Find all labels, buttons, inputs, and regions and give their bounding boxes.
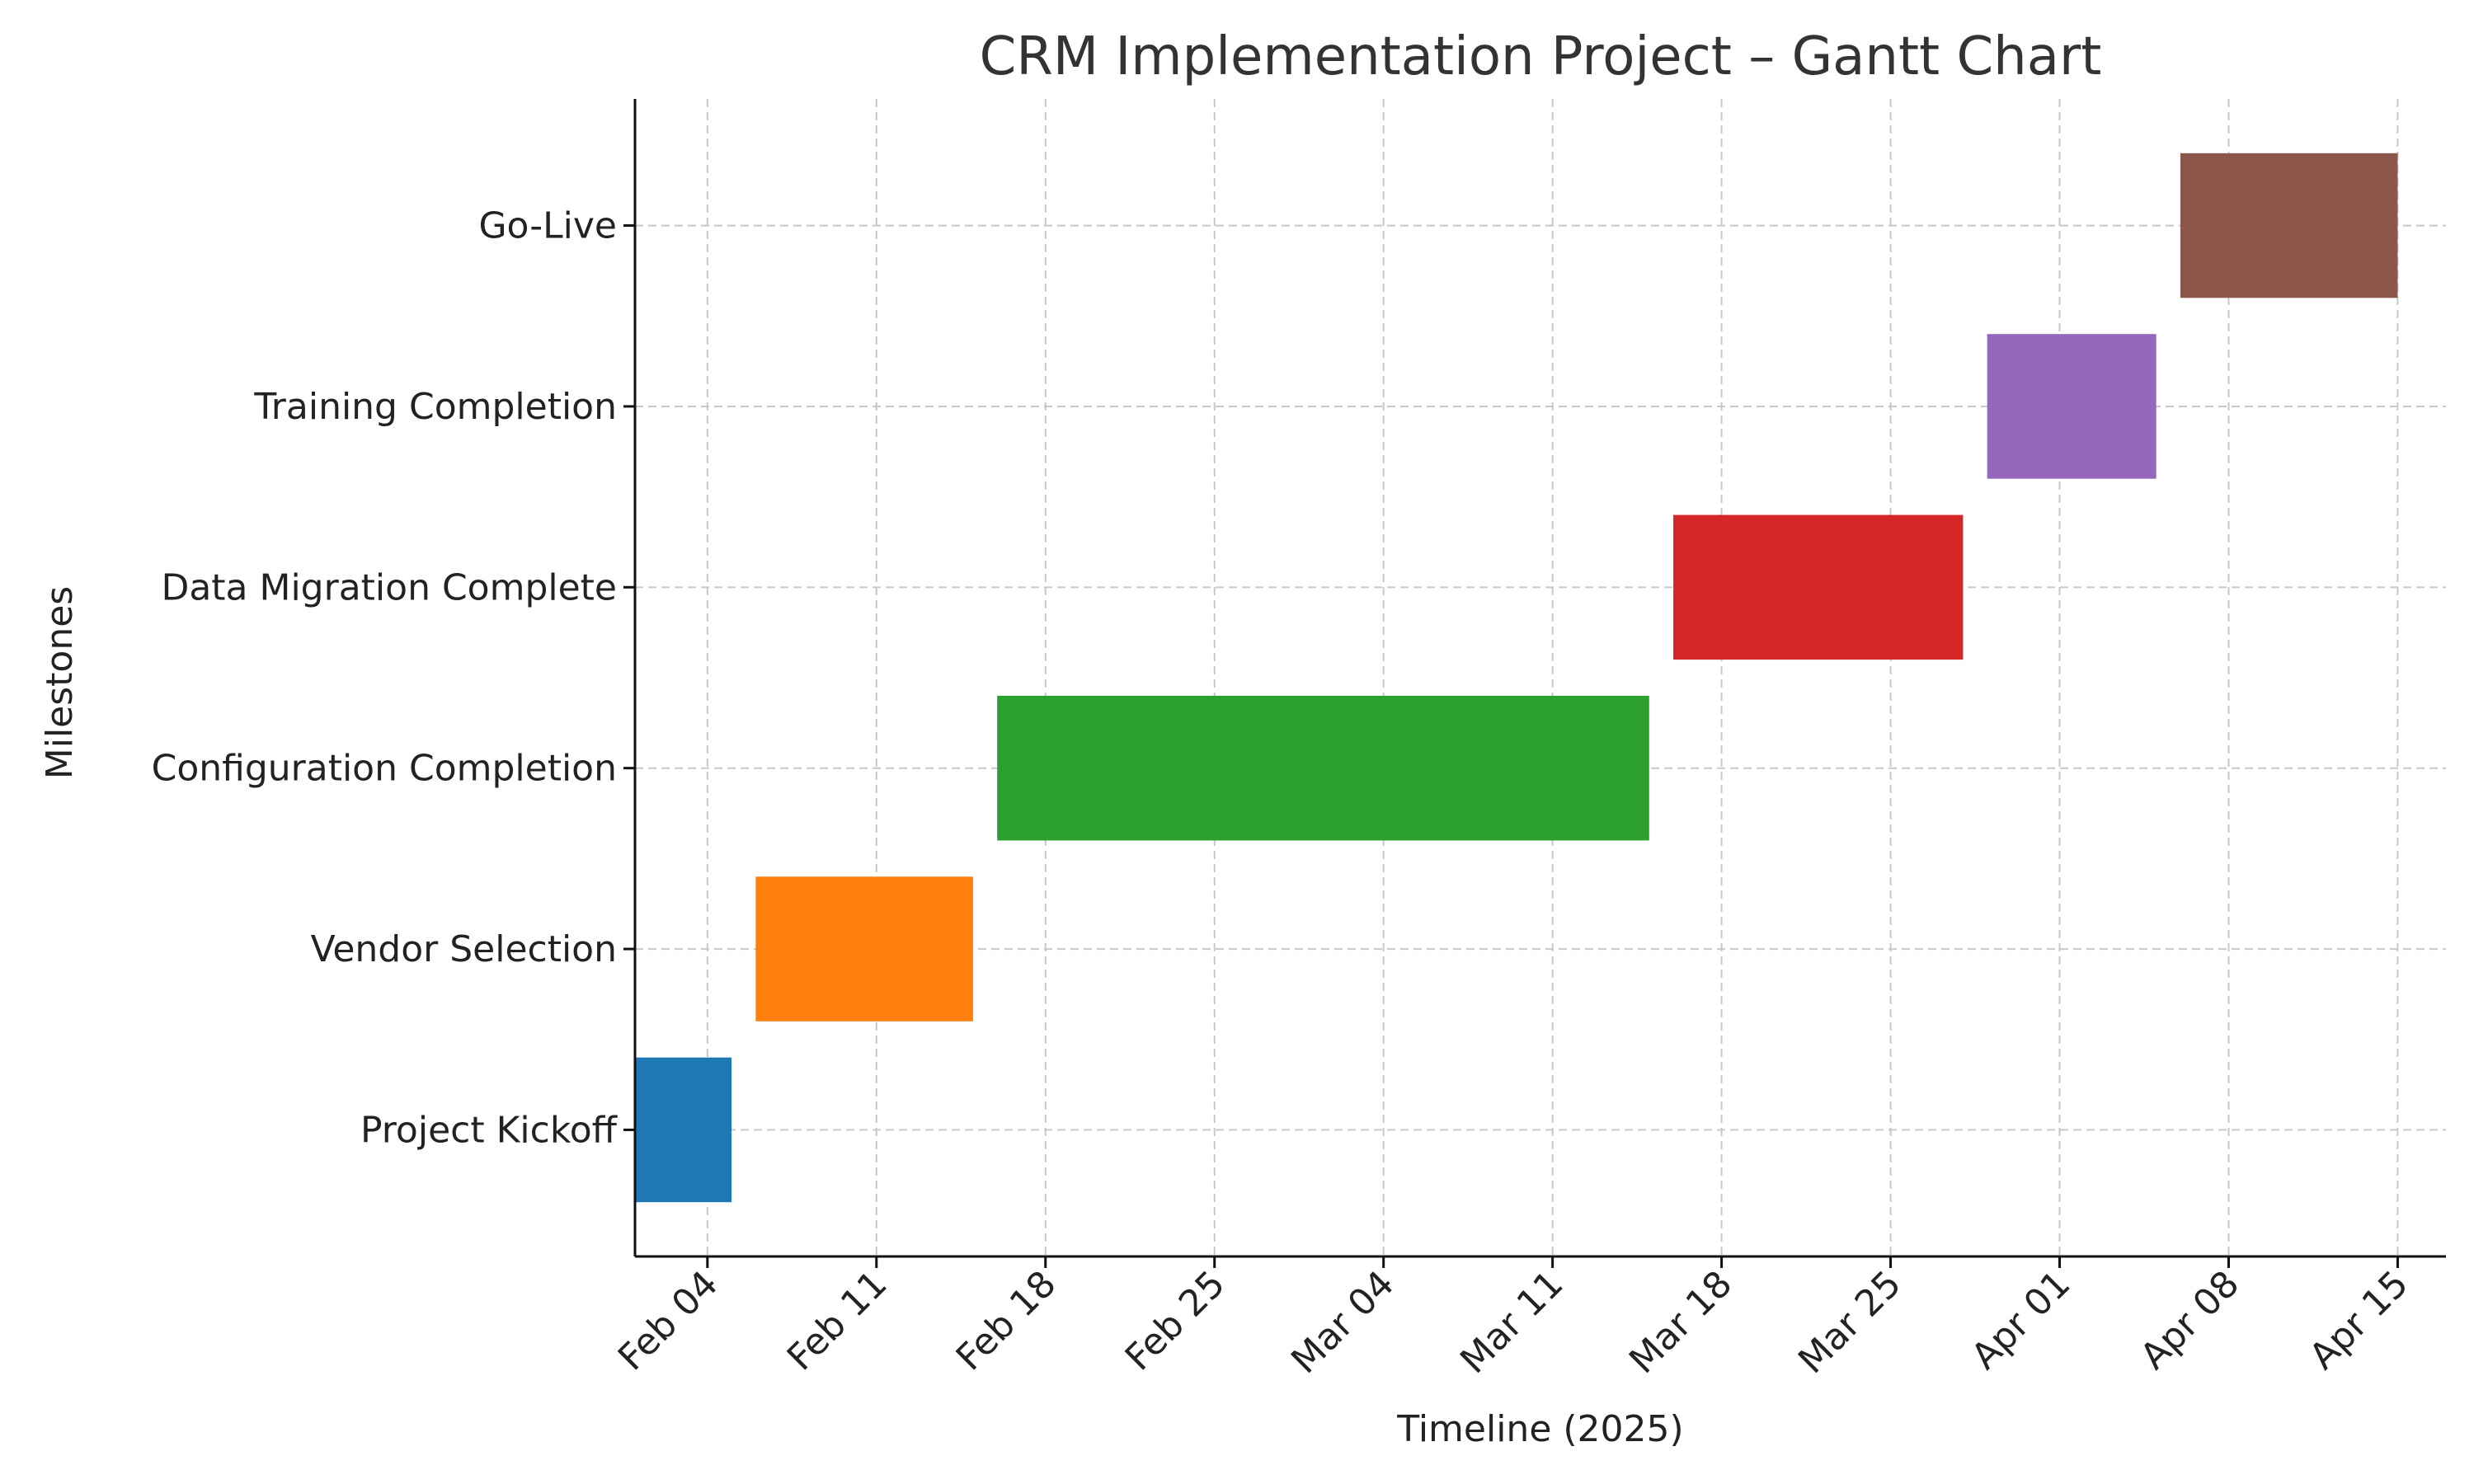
y-tick-label-training-completion: Training Completion — [253, 386, 617, 428]
chart-title: CRM Implementation Project – Gantt Chart — [980, 26, 2102, 87]
x-tick-label: Mar 25 — [1790, 1263, 1909, 1382]
task-bar-project-kickoff — [635, 1057, 732, 1203]
x-tick-label: Feb 11 — [779, 1263, 896, 1379]
x-tick-label: Mar 04 — [1283, 1263, 1402, 1382]
axes — [633, 99, 2446, 1258]
x-tick-label: Apr 01 — [1964, 1263, 2078, 1378]
task-bar-training-completion — [1987, 334, 2157, 479]
y-tick-label-go-live: Go-Live — [478, 205, 617, 247]
task-bar-data-migration-complete — [1673, 514, 1964, 660]
y-tick-label-project-kickoff: Project Kickoff — [360, 1109, 618, 1151]
bars — [635, 153, 2398, 1203]
y-axis-label: Milestones — [39, 586, 81, 779]
x-tick-label: Mar 18 — [1621, 1263, 1740, 1382]
grid — [635, 99, 2446, 1256]
x-tick-label: Feb 18 — [948, 1263, 1065, 1379]
y-tick-label-vendor-selection: Vendor Selection — [311, 928, 617, 970]
x-tick-label: Apr 08 — [2133, 1263, 2247, 1378]
task-bar-configuration-completion — [997, 695, 1649, 841]
x-axis-label: Timeline (2025) — [1396, 1408, 1683, 1450]
x-tick-label: Mar 11 — [1452, 1263, 1571, 1382]
x-tick-label: Feb 04 — [610, 1263, 727, 1379]
x-tick-label: Apr 15 — [2302, 1263, 2416, 1378]
task-bar-go-live — [2180, 153, 2398, 298]
task-bar-vendor-selection — [755, 876, 973, 1021]
x-tick-label: Feb 25 — [1117, 1263, 1234, 1379]
y-tick-label-configuration-completion: Configuration Completion — [152, 748, 617, 790]
y-tick-label-data-migration-complete: Data Migration Complete — [161, 566, 617, 608]
